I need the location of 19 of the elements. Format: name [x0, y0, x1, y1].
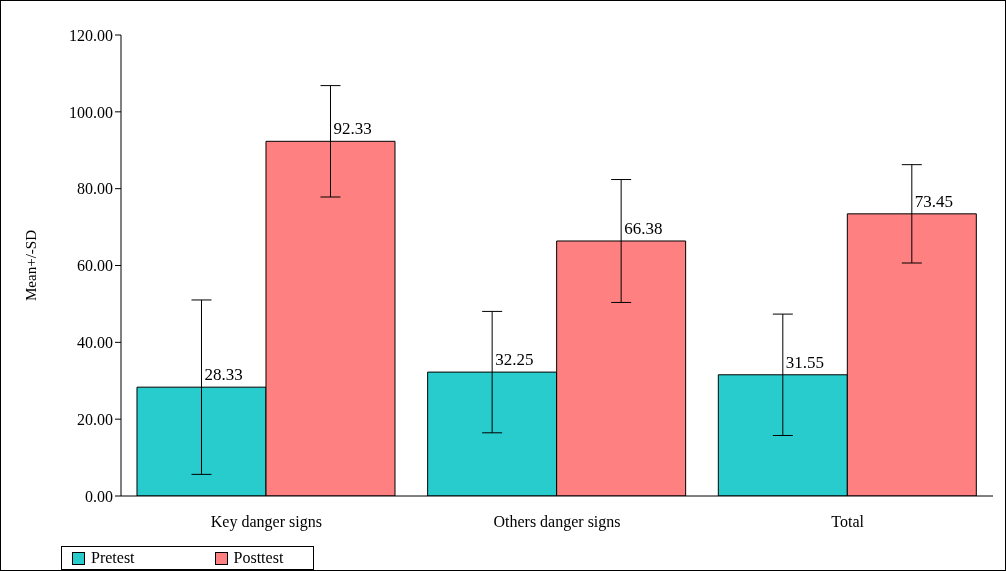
- data-label: 28.33: [204, 365, 243, 385]
- y-tick-label: 0.00: [85, 487, 113, 505]
- data-label: 31.55: [785, 352, 825, 372]
- y-tick-label: 120.00: [69, 26, 113, 44]
- data-label: 32.25: [495, 350, 534, 370]
- data-label: 92.33: [333, 119, 372, 139]
- y-tick-label: 80.00: [77, 180, 113, 198]
- x-tick-label: Key danger signs: [210, 513, 322, 532]
- y-axis-title: Mean+/-SD: [23, 229, 40, 301]
- y-tick-label: 20.00: [77, 410, 113, 428]
- x-tick-label: Others danger signs: [493, 513, 621, 532]
- y-tick-label: 60.00: [77, 257, 113, 275]
- legend-label: Posttest: [232, 549, 284, 567]
- legend-label: Pretest: [90, 549, 135, 567]
- data-label: 66.38: [624, 218, 663, 238]
- y-tick-label: 100.00: [69, 103, 113, 121]
- data-label: 73.45: [914, 191, 954, 211]
- x-tick-label: Total: [831, 513, 865, 531]
- y-tick-label: 40.00: [77, 334, 113, 352]
